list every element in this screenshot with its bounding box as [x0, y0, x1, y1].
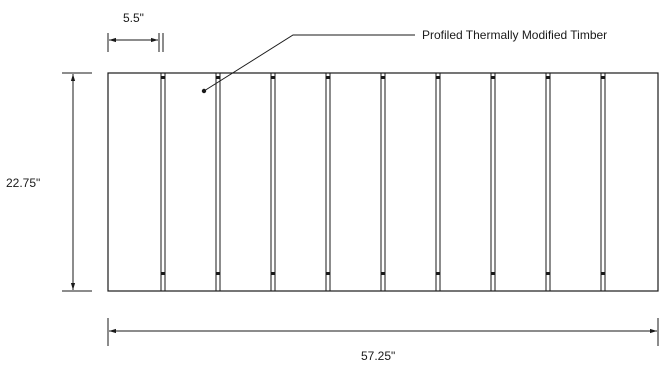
- board-joint: [325, 73, 331, 291]
- fastener-mark: [491, 76, 495, 79]
- fastener-mark: [271, 272, 275, 275]
- fastener-mark: [381, 272, 385, 275]
- board-joint: [380, 73, 386, 291]
- panel-outline: [107, 72, 659, 292]
- board-joint: [435, 73, 441, 291]
- fastener-mark: [161, 272, 165, 275]
- board-joint: [600, 73, 606, 291]
- fastener-mark: [161, 76, 165, 79]
- board-joint: [270, 73, 276, 291]
- board-joint: [545, 73, 551, 291]
- board-width-dimension: 5.5": [107, 11, 164, 52]
- fastener-mark: [546, 76, 550, 79]
- fastener-mark: [216, 272, 220, 275]
- timber-panel: [107, 72, 659, 292]
- panel-width-dimension: 57.25": [107, 318, 659, 363]
- callout-dot: [201, 88, 207, 94]
- board-joint: [490, 73, 496, 291]
- board-width-label: 5.5": [123, 11, 144, 25]
- fastener-mark: [271, 76, 275, 79]
- fastener-mark: [491, 272, 495, 275]
- callout: Profiled Thermally Modified Timber: [201, 28, 607, 94]
- fastener-mark: [436, 272, 440, 275]
- fastener-mark: [546, 272, 550, 275]
- fastener-mark: [326, 272, 330, 275]
- board-joint: [215, 73, 221, 291]
- panel-height-dimension: 22.75": [6, 72, 92, 292]
- panel-width-label: 57.25": [361, 349, 395, 363]
- fastener-mark: [601, 76, 605, 79]
- fastener-mark: [381, 76, 385, 79]
- fastener-mark: [436, 76, 440, 79]
- fastener-mark: [601, 272, 605, 275]
- callout-label: Profiled Thermally Modified Timber: [422, 28, 607, 42]
- fastener-mark: [216, 76, 220, 79]
- board-joint: [160, 73, 166, 291]
- panel-height-label: 22.75": [6, 176, 40, 190]
- fastener-mark: [326, 76, 330, 79]
